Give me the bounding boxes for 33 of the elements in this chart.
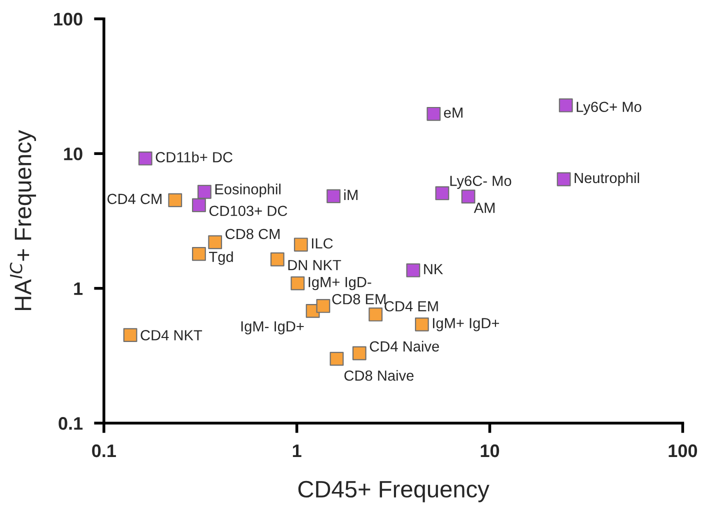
- annotation: Neutrophil: [574, 172, 640, 186]
- annotation: Eosinophil: [215, 184, 280, 198]
- x-axis-title: CD45+ Frequency: [298, 480, 490, 502]
- annotation: Ly6C+ Mo: [576, 102, 642, 115]
- annotation: CD4 NKT: [140, 330, 202, 340]
- annotation: CD4 Naive: [370, 340, 439, 352]
- annotation: IgM+ IgD-: [308, 277, 372, 290]
- annotation: IgM+ IgD+: [432, 318, 500, 332]
- annotation: CD4 EM: [384, 301, 438, 312]
- annotation: iM: [344, 189, 358, 200]
- annotation: Ly6C- Mo: [450, 176, 512, 189]
- annotation: DN NKT: [288, 260, 342, 270]
- x-tick-label: 0.1: [92, 444, 116, 458]
- annotation: CD8 Naive: [344, 370, 414, 381]
- y-tick-label: 10: [64, 148, 82, 160]
- annotation: CD8 EM: [332, 294, 386, 304]
- annotation: Tgd: [209, 251, 233, 265]
- annotation: AM: [474, 202, 495, 213]
- y-tick-label: 0.1: [58, 417, 83, 430]
- annotation: eM: [444, 108, 462, 118]
- x-tick-label: 1: [292, 444, 302, 458]
- x-tick-label: 100: [668, 444, 698, 458]
- annotation: IgM- IgD+: [241, 321, 304, 334]
- y-tick-label: 1: [74, 282, 83, 295]
- annotation: CD103+ DC: [209, 206, 288, 216]
- annotation: CD4 CM: [107, 194, 162, 204]
- annotation: CD8 CM: [226, 228, 280, 240]
- y-tick-label: 100: [54, 12, 82, 26]
- annotation: NK: [424, 264, 444, 274]
- y-axis-title: HA$^{IC}$+ Frequency: [10, 130, 36, 310]
- annotation: ILC: [312, 238, 333, 249]
- x-tick-label: 10: [480, 444, 500, 458]
- annotation: CD11b+ DC: [156, 152, 232, 162]
